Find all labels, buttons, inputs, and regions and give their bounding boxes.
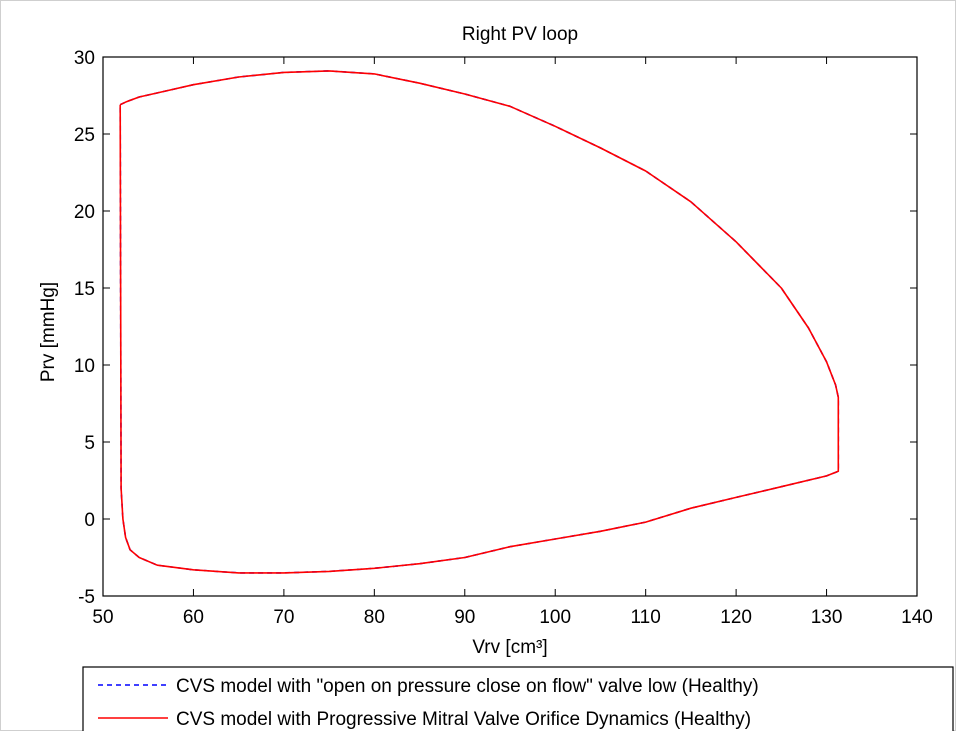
x-tick-label: 80 bbox=[364, 607, 385, 628]
y-tick-label: 30 bbox=[74, 48, 95, 69]
y-tick-label: 20 bbox=[74, 202, 95, 223]
x-tick-label: 50 bbox=[92, 607, 113, 628]
y-tick-label: 0 bbox=[84, 510, 95, 531]
y-tick-label: 15 bbox=[74, 279, 95, 300]
y-tick-label: 5 bbox=[84, 433, 95, 454]
legend-label-series-1: CVS model with "open on pressure close o… bbox=[176, 676, 759, 697]
x-axis-label: Vrv [cm³] bbox=[472, 637, 547, 658]
x-tick-label: 140 bbox=[901, 607, 933, 628]
chart-title: Right PV loop bbox=[462, 24, 578, 45]
legend: CVS model with "open on pressure close o… bbox=[82, 666, 954, 731]
x-tick-label: 100 bbox=[539, 607, 571, 628]
x-tick-label: 130 bbox=[811, 607, 843, 628]
x-tick-label: 70 bbox=[273, 607, 294, 628]
series-line-2 bbox=[119, 70, 840, 574]
legend-label-series-2: CVS model with Progressive Mitral Valve … bbox=[176, 709, 751, 730]
y-tick-label: 25 bbox=[74, 125, 95, 146]
y-tick-label: -5 bbox=[78, 587, 95, 608]
legend-box bbox=[82, 666, 954, 731]
x-tick-label: 60 bbox=[183, 607, 204, 628]
y-tick-label: 10 bbox=[74, 356, 95, 377]
x-tick-label: 120 bbox=[720, 607, 752, 628]
plot-area-box bbox=[102, 56, 918, 597]
x-axis-ticks: 50 60 70 80 90 100 110 120 130 140 bbox=[92, 57, 933, 628]
series-layer bbox=[119, 70, 840, 574]
x-tick-label: 90 bbox=[454, 607, 475, 628]
y-axis-ticks: -5 0 5 10 15 20 25 30 bbox=[74, 48, 917, 608]
y-axis-label: Prv [mmHg] bbox=[38, 282, 59, 382]
x-tick-label: 110 bbox=[631, 607, 661, 628]
